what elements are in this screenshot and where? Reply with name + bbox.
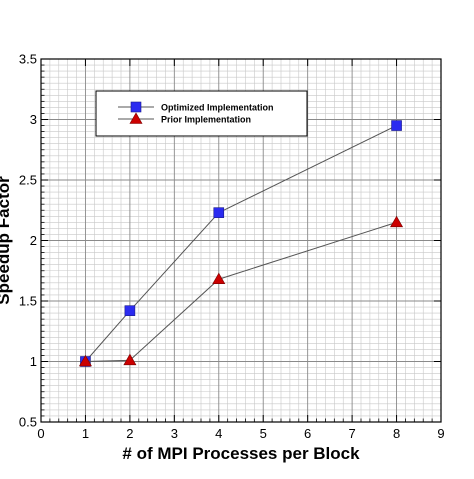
legend-entry: Prior Implementation [118, 112, 251, 125]
series-prior [78, 215, 404, 367]
legend-label: Optimized Implementation [161, 103, 274, 113]
series-line [85, 221, 397, 362]
y-tick-label: 3 [30, 112, 37, 127]
series-layer [78, 120, 404, 367]
x-tick-label: 0 [37, 426, 44, 441]
series-line [85, 125, 397, 362]
data-point-triangle [123, 353, 137, 366]
x-tick-label: 5 [260, 426, 267, 441]
x-tick-label: 3 [171, 426, 178, 441]
data-point-triangle [390, 215, 404, 228]
x-tick-label: 2 [126, 426, 133, 441]
legend: Optimized Implementation Prior Implementa… [95, 90, 308, 137]
y-tick-label: 3.5 [19, 52, 37, 67]
axis-ticks [40, 58, 442, 423]
y-tick-label: 1.5 [19, 294, 37, 309]
legend-marker [129, 112, 143, 124]
data-point-square [391, 120, 402, 131]
legend-entry: Optimized Implementation [118, 101, 274, 113]
legend-box [95, 90, 308, 137]
x-tick-label: 7 [348, 426, 355, 441]
y-axis-label: Speedup Factor [0, 176, 13, 305]
y-tick-label: 2 [30, 233, 37, 248]
x-axis-label: # of MPI Processes per Block [122, 444, 360, 463]
y-tick-label: 2.5 [19, 173, 37, 188]
y-tick-label: 1 [30, 354, 37, 369]
data-point-triangle [212, 272, 226, 285]
x-tick-label: 8 [393, 426, 400, 441]
x-tick-label: 6 [304, 426, 311, 441]
x-tick-label: 9 [437, 426, 444, 441]
x-tick-label: 1 [82, 426, 89, 441]
legend-entries: Optimized Implementation Prior Implementa… [118, 101, 274, 125]
data-point-square [124, 305, 136, 316]
series-optimized [80, 120, 402, 367]
legend-marker [130, 101, 142, 113]
y-tick-label: 0.5 [19, 415, 37, 430]
x-tick-label: 4 [215, 426, 222, 441]
legend-label: Prior Implementation [161, 115, 251, 125]
tick-labels: 0 1 2 3 4 5 6 7 8 9 0.5 1 1.5 2 2.5 3 3.5 [19, 52, 445, 442]
data-point-triangle [78, 354, 92, 367]
data-point-square [213, 207, 225, 218]
